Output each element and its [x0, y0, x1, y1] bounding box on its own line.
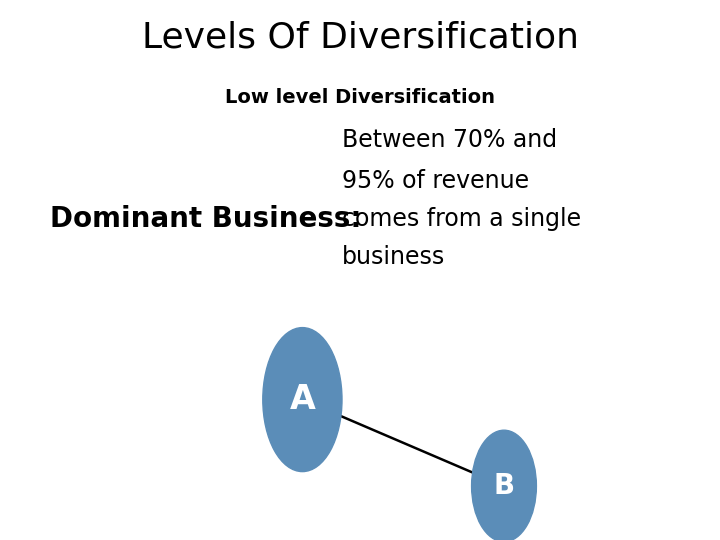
Text: Levels Of Diversification: Levels Of Diversification [142, 21, 578, 55]
Text: business: business [342, 245, 445, 268]
Text: Dominant Business:: Dominant Business: [50, 205, 362, 233]
Text: 95% of revenue: 95% of revenue [342, 169, 529, 193]
Ellipse shape [263, 328, 342, 471]
Text: Between 70% and: Between 70% and [342, 129, 557, 152]
Text: A: A [289, 383, 315, 416]
Text: comes from a single: comes from a single [342, 207, 581, 231]
Text: Low level Diversification: Low level Diversification [225, 87, 495, 107]
Text: B: B [493, 472, 515, 500]
Ellipse shape [472, 430, 536, 540]
